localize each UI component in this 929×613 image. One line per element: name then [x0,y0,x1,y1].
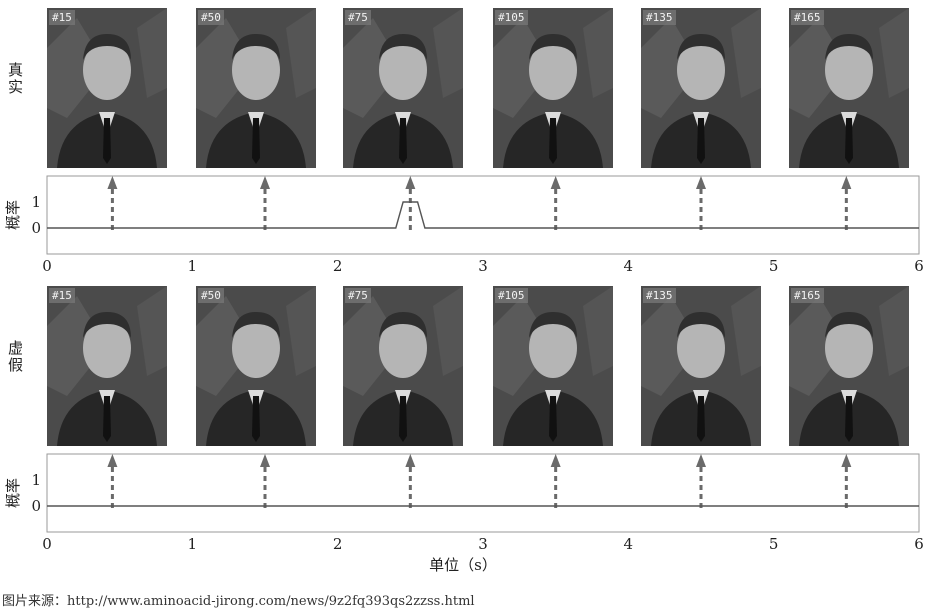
frame-marker-arrowhead [550,176,561,189]
video-frame-real-6: #165 [789,8,909,168]
x-tick-label: 4 [624,535,634,553]
frame-marker-arrowhead [696,176,706,189]
frame-label: #135 [643,10,676,25]
video-frame-fake-3: #75 [343,286,463,446]
person-image [641,286,761,446]
frame-label: #75 [345,288,371,303]
row-label-fake: 虚假 [6,340,24,374]
probability-series-line [47,201,919,229]
person-image [196,286,316,446]
probability-chart-fake: 0 1 概率 0 1 2 3 4 5 6 单位（s） [4,453,924,574]
y-tick-label: 0 [31,497,41,515]
frame-label: #165 [791,10,824,25]
frame-label: #15 [49,288,75,303]
x-tick-label: 0 [42,535,52,553]
source-caption: 图片来源：http://www.aminoacid-jirong.com/new… [2,594,475,609]
video-frame-real-3: #75 [343,8,463,168]
person-image [641,8,761,168]
frame-marker-arrowhead [260,454,270,467]
x-axis-label: 单位（s） [429,556,497,574]
video-frame-fake-5: #135 [641,286,761,446]
frame-marker-arrowhead [107,176,118,189]
x-tick-label: 1 [188,257,198,275]
x-tick-label: 5 [769,257,779,275]
frame-marker-arrowhead [405,176,416,189]
person-image [493,286,613,446]
frame-label: #105 [495,288,528,303]
frame-label: #105 [495,10,528,25]
frame-label: #135 [643,288,676,303]
x-tick-label: 2 [333,535,343,553]
video-frame-real-5: #135 [641,8,761,168]
x-tick-label: 3 [478,257,488,275]
person-image [789,8,909,168]
frame-marker-arrowhead [107,454,118,467]
frame-label: #165 [791,288,824,303]
video-frame-fake-1: #15 [47,286,167,446]
row-label-real: 真实 [6,62,24,96]
x-tick-label: 0 [42,257,52,275]
plot-frame [46,175,920,255]
person-image [343,286,463,446]
frame-marker-arrowhead [841,454,852,467]
person-image [789,286,909,446]
frame-label: #50 [198,288,224,303]
x-tick-label: 3 [478,535,488,553]
y-tick-label: 1 [31,193,41,211]
person-image [47,8,167,168]
person-image [343,8,463,168]
y-axis-label: 概率 [4,200,22,230]
x-tick-label: 1 [188,535,198,553]
frame-label: #75 [345,10,371,25]
probability-chart-real: 0 1 概率 0 1 2 3 4 5 6 [4,175,924,275]
person-image [493,8,613,168]
y-tick-label: 1 [31,471,41,489]
y-axis-label: 概率 [4,478,22,508]
x-tick-label: 5 [769,535,779,553]
x-tick-label: 4 [624,257,634,275]
frame-label: #50 [198,10,224,25]
video-frame-fake-2: #50 [196,286,316,446]
video-frame-real-1: #15 [47,8,167,168]
frame-marker-arrowhead [260,176,270,189]
video-frame-fake-4: #105 [493,286,613,446]
x-tick-label: 2 [333,257,343,275]
y-tick-label: 0 [31,219,41,237]
x-tick-label: 6 [914,535,924,553]
frame-label: #15 [49,10,75,25]
frame-marker-arrowhead [696,454,706,467]
frame-marker-arrowhead [841,176,852,189]
plot-frame [46,453,920,533]
video-frame-fake-6: #165 [789,286,909,446]
person-image [47,286,167,446]
person-image [196,8,316,168]
video-frame-real-2: #50 [196,8,316,168]
frame-marker-arrowhead [405,454,416,467]
x-tick-label: 6 [914,257,924,275]
frame-marker-arrowhead [550,454,561,467]
video-frame-real-4: #105 [493,8,613,168]
